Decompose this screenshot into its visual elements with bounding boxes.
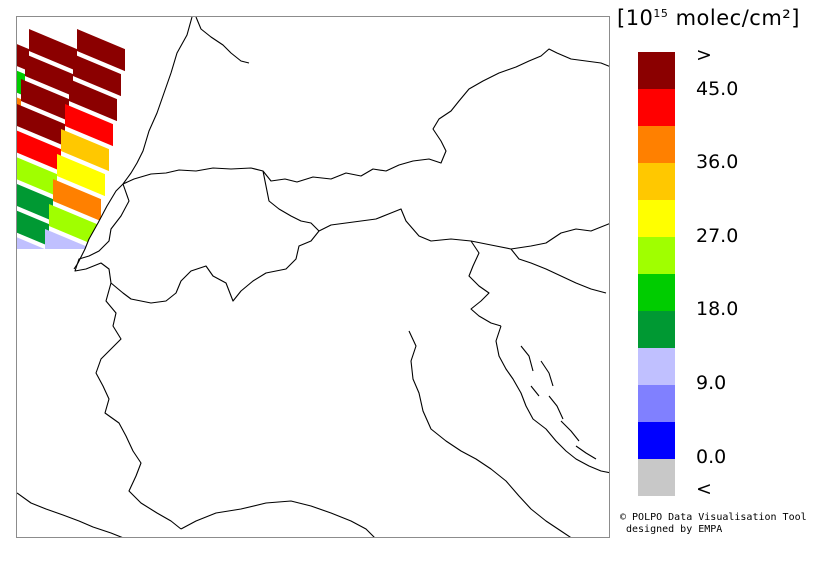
border-at-ch xyxy=(262,170,320,232)
legend-swatch xyxy=(638,459,675,496)
legend-swatch xyxy=(638,126,675,163)
border-cz xyxy=(195,17,250,64)
credit-line-1: © POLPO Data Visualisation Tool xyxy=(620,512,807,523)
coast-france-south xyxy=(17,492,123,537)
legend-tick-label: 45.0 xyxy=(696,78,739,100)
border-ch-it xyxy=(74,183,609,304)
map-canvas xyxy=(17,17,609,537)
legend-tick-label: 18.0 xyxy=(696,298,739,320)
border-fr-it xyxy=(95,282,182,530)
credit-line-2: designed by EMPA xyxy=(626,524,723,535)
coast-italy-west xyxy=(180,500,375,537)
islands xyxy=(520,345,597,460)
border-de-ch-at xyxy=(122,48,609,185)
overlay-cell xyxy=(29,29,77,72)
legend-tick-label: 0.0 xyxy=(696,446,727,468)
satellite-overlay xyxy=(17,29,201,352)
border-si-hr xyxy=(510,248,607,294)
legend: [1015 molec/cm²] >45.0 36.0 27.0 18.0 9.0 0.0… xyxy=(612,0,813,566)
legend-swatch xyxy=(638,422,675,459)
coast-croatia xyxy=(495,325,609,474)
legend-tick-label: > xyxy=(696,44,712,66)
overlay-cell xyxy=(25,54,73,97)
legend-swatch xyxy=(638,274,675,311)
border-at-si xyxy=(468,240,502,327)
overlay-cell xyxy=(69,79,117,122)
overlay-cell xyxy=(73,54,121,97)
coast-italy-east xyxy=(408,330,571,537)
legend-swatch xyxy=(638,89,675,126)
overlay-cell xyxy=(17,104,65,147)
overlay-separator xyxy=(17,250,201,352)
legend-tick-label: 9.0 xyxy=(696,372,727,394)
legend-swatch xyxy=(638,237,675,274)
overlay-cell xyxy=(65,104,113,147)
overlay-cell xyxy=(57,154,105,197)
overlay-cell xyxy=(17,129,61,172)
legend-swatch xyxy=(638,52,675,89)
overlay-cell xyxy=(53,179,101,222)
overlay-cell xyxy=(45,229,93,249)
overlay-cell xyxy=(49,204,97,247)
overlay-cell xyxy=(17,154,57,197)
border-rhine xyxy=(73,17,193,270)
legend-tick-label: 27.0 xyxy=(696,225,739,247)
map-panel xyxy=(16,16,610,538)
legend-unit-title: [1015 molec/cm²] xyxy=(617,6,800,30)
overlay-cell xyxy=(17,179,53,222)
legend-swatch xyxy=(638,348,675,385)
overlay-cell xyxy=(61,129,109,172)
legend-swatch xyxy=(638,385,675,422)
overlay-cell xyxy=(77,29,125,72)
legend-tick-label: 36.0 xyxy=(696,151,739,173)
overlay-cell xyxy=(21,79,69,122)
legend-swatch xyxy=(638,200,675,237)
legend-swatch xyxy=(638,311,675,348)
overlay-cell xyxy=(17,254,41,296)
legend-swatch xyxy=(638,163,675,200)
legend-tick-label: < xyxy=(696,478,712,500)
overlay-cell xyxy=(17,204,49,247)
country-borders xyxy=(17,17,609,537)
